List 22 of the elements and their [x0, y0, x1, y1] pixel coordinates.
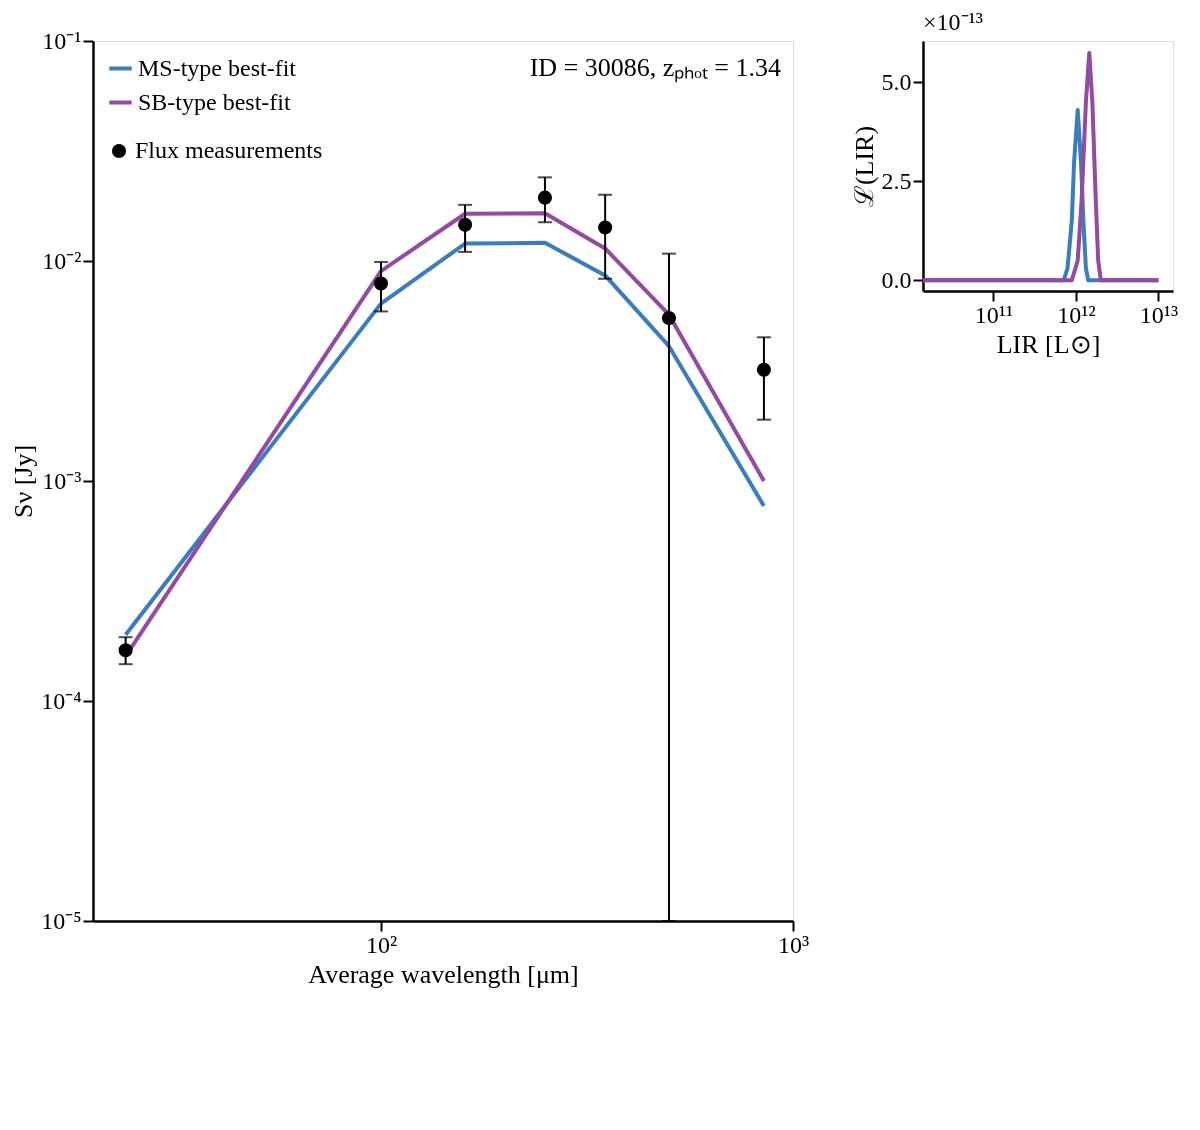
- y-axis-title: ℒ(LIR): [849, 125, 879, 208]
- legend-label: Flux measurements: [135, 137, 323, 163]
- y-axis-title: Sν [Jy]: [9, 444, 39, 519]
- y-tick-label: 10⁻⁵: [41, 907, 82, 934]
- y-tick-label: 10⁻¹: [42, 27, 82, 54]
- x-tick-label: 10²: [365, 931, 398, 958]
- y-tick-label: 2.5: [881, 167, 912, 194]
- y-tick-label: 0.0: [881, 266, 912, 293]
- text: ×10⁻¹³: [923, 9, 983, 35]
- x-axis-title: LIR [L⊙]: [996, 329, 1101, 359]
- legend-label: SB-type best-fit: [138, 88, 291, 115]
- x-tick-label: 10¹²: [1057, 301, 1096, 328]
- legend-label: MS-type best-fit: [138, 54, 297, 81]
- y-tick-label: 10⁻²: [42, 247, 82, 274]
- x-tick-label: 10¹³: [1139, 301, 1179, 328]
- y-tick-label: 10⁻³: [42, 467, 82, 494]
- y-tick-label: 5.0: [881, 68, 912, 95]
- y-tick-label: 10⁻⁴: [41, 687, 82, 714]
- x-tick-label: 10¹¹: [974, 301, 1014, 328]
- x-axis-title: Average wavelength [μm]: [308, 959, 579, 989]
- x-tick-label: 10³: [777, 931, 810, 958]
- annotation: ID = 30086, zₚₕₒₜ = 1.34: [529, 53, 781, 83]
